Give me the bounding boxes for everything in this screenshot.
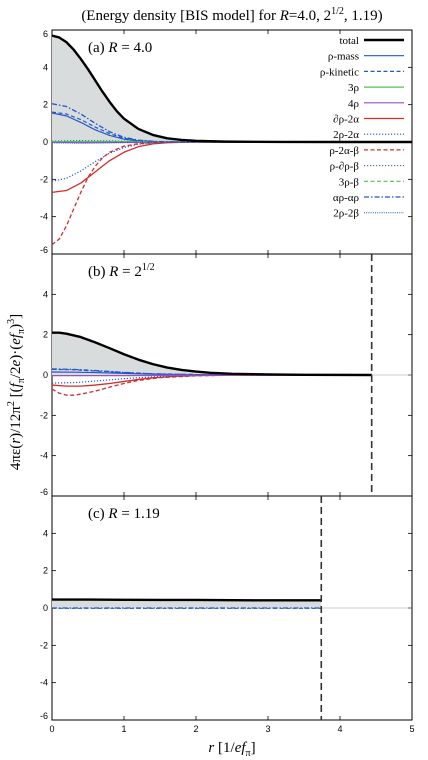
panel-a: -6 -4 -2 0 2 4 6 (a) R = 4.0 total ρ-mass ρ-kineti… <box>40 29 413 255</box>
y-tick-label: 2 <box>43 100 48 110</box>
panel-label: (b) R = 21/2 <box>88 262 155 280</box>
series-line-αρ-αρ <box>51 368 372 376</box>
series-line-2ρ-2α <box>51 374 372 384</box>
legend-label: ρ-mass <box>328 51 359 63</box>
y-tick-label: -6 <box>40 245 48 255</box>
y-tick-label: 0 <box>43 603 48 613</box>
legend: total ρ-mass ρ-kinetic 3ρ 4ρ ∂ρ-2α 2ρ-2α ρ-2α-β… <box>320 35 404 220</box>
legend-label: 3ρ <box>348 82 360 94</box>
series-line-total <box>51 34 412 144</box>
x-tick-label: 0 <box>49 724 54 734</box>
panel-label: (c) R = 1.19 <box>88 506 160 522</box>
panel-b: -6 -4 -2 0 2 4 (b) R = 21/2 <box>40 253 413 497</box>
legend-label: ρ-2α-β <box>329 145 359 157</box>
y-axis-label: 4πε(r)/12π2 [(fπ/2e)·(efπ)3] <box>6 314 27 470</box>
y-tick-label: 2 <box>43 330 48 340</box>
legend-label: ρ-kinetic <box>320 66 359 78</box>
y-tick-label: -4 <box>40 212 48 222</box>
total-fill-area <box>52 332 372 375</box>
y-tick-label: 6 <box>43 29 48 39</box>
y-tick-label: -2 <box>40 174 48 184</box>
y-tick-label: 0 <box>43 370 48 380</box>
chart-title: (Energy density [BIS model] for R=4.0, 2… <box>81 6 382 24</box>
legend-label: 4ρ <box>348 98 360 110</box>
y-tick-label: -2 <box>40 410 48 420</box>
legend-label: total <box>339 35 359 47</box>
legend-label: 2ρ-2β <box>333 208 359 220</box>
panel-label: (a) R = 4.0 <box>88 40 152 56</box>
x-axis-label: r [1/efπ] <box>208 740 255 759</box>
y-tick-label: -2 <box>40 640 48 650</box>
total-fill-area <box>52 35 412 142</box>
x-tick-label: 5 <box>409 724 414 734</box>
legend-label: 2ρ-2α <box>333 129 359 141</box>
y-tick-label: 2 <box>43 566 48 576</box>
y-tick-label: -4 <box>40 678 48 688</box>
y-tick-label: 4 <box>43 528 48 538</box>
total-fill-area <box>52 599 322 608</box>
series-line-total <box>52 598 322 602</box>
series-line-2ρ-2β <box>51 141 412 144</box>
legend-label: ρ-∂ρ-β <box>330 161 360 173</box>
y-tick-label: -6 <box>40 487 48 497</box>
series-line-αρ-αρ <box>51 103 412 143</box>
series-line-total <box>52 331 372 377</box>
x-tick-label: 2 <box>193 724 198 734</box>
panel-c: -6 -4 -2 0 2 4 0 1 2 3 4 5 (c) R = 1.19 <box>40 495 415 734</box>
x-tick-label: 4 <box>337 724 342 734</box>
y-tick-label: 4 <box>43 62 48 72</box>
series-line-ρ-2α-β <box>51 374 372 396</box>
y-tick-label: 0 <box>43 137 48 147</box>
x-tick-label: 1 <box>121 724 126 734</box>
y-tick-label: -4 <box>40 451 48 461</box>
y-tick-label: 4 <box>43 289 48 299</box>
legend-label: 3ρ-β <box>339 176 360 188</box>
y-tick-label: -6 <box>40 711 48 721</box>
legend-label: ∂ρ-2α <box>333 114 359 126</box>
x-tick-label: 3 <box>265 724 270 734</box>
legend-label: αρ-αρ <box>333 192 360 204</box>
